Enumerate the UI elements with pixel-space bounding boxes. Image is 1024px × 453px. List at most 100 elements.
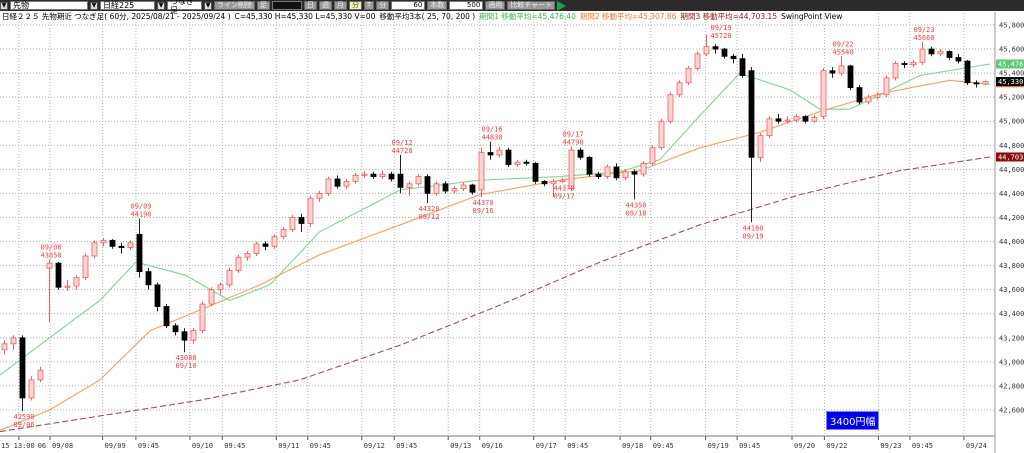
candle-body (28, 379, 35, 399)
candle-body (586, 156, 593, 175)
candle (271, 234, 278, 249)
candle (640, 160, 647, 177)
candle (892, 61, 899, 81)
menu-dropdown-arrow[interactable]: ▼ (0, 1, 8, 10)
candle (667, 92, 674, 124)
swing-high-value: 44790 (563, 139, 584, 147)
period-minute-button[interactable]: 分 (349, 1, 362, 10)
candle-body (973, 82, 980, 85)
candle (838, 56, 845, 76)
ma3-value-box (996, 152, 1024, 162)
candle-body (532, 162, 539, 182)
bar-color-input[interactable] (272, 1, 302, 10)
candle-body (793, 116, 800, 121)
chevron-down-icon[interactable]: ▼ (204, 1, 212, 10)
candle (235, 254, 242, 273)
candle (595, 171, 602, 179)
count-input[interactable]: 500 (449, 1, 484, 10)
candle (658, 118, 665, 151)
candle (973, 80, 980, 88)
index-select[interactable]: 日経225 (100, 1, 155, 10)
candle-body (541, 180, 548, 185)
compare-chart-button[interactable]: 比較チャート (507, 1, 556, 10)
ma-title: 移動平均3本( 25, 70, 200 ) (379, 12, 476, 21)
swing-low-value: 44370 (554, 185, 575, 193)
candle-body (280, 229, 287, 238)
candle-body (487, 152, 494, 156)
candle (226, 268, 233, 288)
period-week-button[interactable]: 週 (319, 1, 332, 10)
candle (946, 50, 953, 60)
candle-body (91, 242, 98, 257)
swing-low-date: 09/17 (554, 193, 575, 201)
count-label: 本数 (427, 1, 448, 10)
candle (181, 328, 188, 353)
candle-body (964, 60, 971, 84)
candle (307, 195, 314, 228)
candle (424, 174, 431, 204)
apply-button[interactable]: 適用 (485, 1, 506, 10)
candle-body (1, 343, 8, 351)
candle-body (370, 173, 377, 177)
candle (415, 174, 422, 187)
candle (622, 169, 629, 181)
candle-body (811, 117, 818, 122)
candle-body (667, 94, 674, 122)
candle-body (37, 369, 44, 381)
swing-low-value: 44370 (473, 199, 494, 207)
candle (172, 323, 179, 336)
product-select[interactable]: 先物 (10, 1, 88, 10)
swing-low-value: 43080 (176, 354, 197, 362)
candle (460, 182, 467, 192)
swing-low-value: 44320 (419, 205, 440, 213)
candle-body (865, 96, 872, 103)
y-tick-label: 43,400 (999, 310, 1024, 318)
candle (298, 213, 305, 232)
candle-body (253, 243, 260, 254)
period-month-button[interactable]: 月 (334, 1, 347, 10)
candle (127, 240, 134, 250)
delete-line-button[interactable]: ライン削除 (214, 1, 255, 10)
candle-body (874, 94, 881, 98)
y-tick-label: 43,200 (999, 334, 1024, 342)
candle-body (622, 171, 629, 179)
candle-body (262, 243, 269, 247)
candle-body (73, 277, 80, 287)
candle-body (595, 173, 602, 177)
candle (532, 162, 539, 184)
green-arrow-icon[interactable] (557, 0, 567, 11)
candle-body (478, 152, 485, 191)
candle-body (802, 116, 809, 122)
y-tick-label: 44,600 (999, 166, 1024, 174)
candle-body (226, 270, 233, 286)
candle-body (19, 337, 26, 399)
chevron-down-icon[interactable]: ▼ (157, 1, 165, 10)
period-day-button[interactable]: 日 (304, 1, 317, 10)
candle-body (757, 135, 764, 158)
candle (397, 154, 404, 194)
candle (649, 145, 656, 166)
candle-body (694, 53, 701, 69)
candle (577, 147, 584, 160)
candle-body (64, 285, 71, 288)
candle (874, 92, 881, 100)
candle (757, 133, 764, 163)
candle (10, 335, 17, 350)
candle (568, 146, 575, 192)
candle (694, 51, 701, 71)
y-tick-label: 43,800 (999, 262, 1024, 270)
candle-body (784, 119, 791, 122)
candle (343, 178, 350, 189)
candles (1, 34, 989, 412)
chevron-down-icon[interactable]: ▼ (90, 1, 98, 10)
grid (0, 13, 995, 436)
y-tick-label: 45,600 (999, 46, 1024, 54)
candle-body (919, 48, 926, 63)
x-tick-label: 09:45 (138, 442, 159, 450)
candle (487, 141, 494, 160)
period-tick-button[interactable]: T (364, 1, 375, 10)
minute-input[interactable]: 60 (391, 1, 426, 10)
type-select[interactable]: つなぎ足 (167, 0, 202, 15)
candle-body (658, 120, 665, 149)
